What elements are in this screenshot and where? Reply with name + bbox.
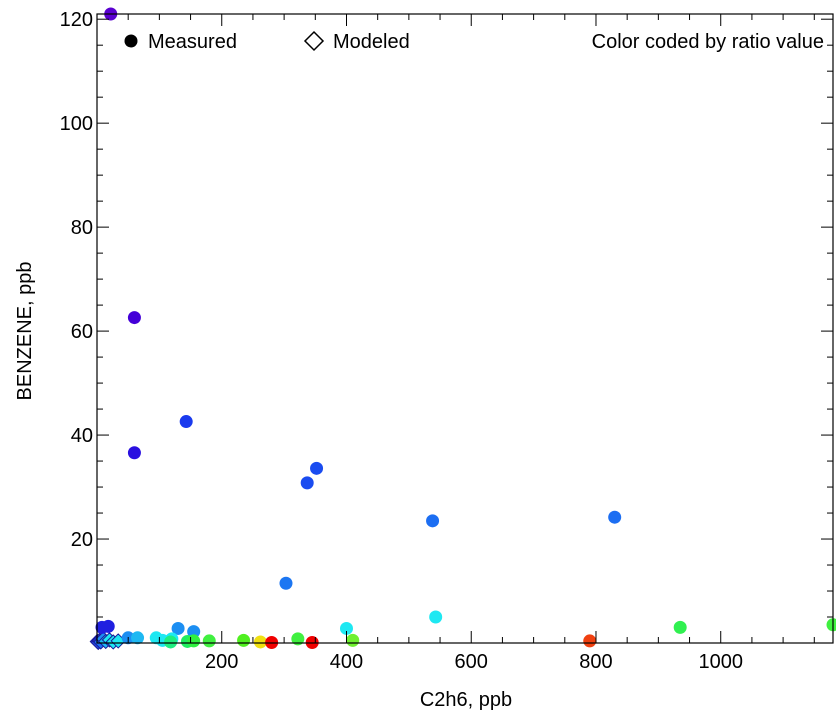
measured-point: [673, 620, 687, 634]
y-tick-label: 120: [60, 9, 93, 31]
x-tick-label: 200: [205, 651, 238, 673]
measured-point: [187, 625, 201, 639]
measured-point: [101, 619, 115, 633]
y-tick-label: 20: [71, 529, 93, 551]
x-tick-label: 1000: [698, 651, 743, 673]
x-tick-label: 400: [330, 651, 363, 673]
legend-modeled-label: Modeled: [333, 31, 410, 53]
measured-point: [237, 633, 251, 647]
plot-frame: [96, 13, 834, 644]
measured-point: [346, 633, 360, 647]
measured-point: [429, 610, 443, 624]
measured-point: [310, 461, 324, 475]
measured-point: [291, 632, 305, 646]
x-tick-label: 800: [579, 651, 612, 673]
measured-point: [202, 634, 216, 648]
measured-point: [187, 634, 201, 648]
measured-point: [826, 618, 836, 632]
measured-point: [300, 476, 314, 490]
measured-point: [426, 514, 440, 528]
measured-point: [127, 311, 141, 325]
measured-point: [583, 634, 597, 648]
measured-point: [164, 635, 178, 649]
y-tick-label: 100: [60, 113, 93, 135]
measured-point: [179, 415, 193, 429]
legend-modeled-marker: [303, 30, 325, 52]
measured-point: [127, 446, 141, 460]
y-tick-label: 80: [71, 217, 93, 239]
measured-point: [253, 635, 267, 649]
measured-point: [279, 576, 293, 590]
legend: Measured Modeled Color coded by ratio va…: [124, 30, 824, 53]
legend-note: Color coded by ratio value: [592, 31, 824, 53]
data-points: [89, 7, 836, 651]
legend-measured-label: Measured: [148, 31, 237, 53]
measured-point: [131, 631, 145, 645]
measured-point: [608, 510, 622, 524]
x-tick-label: 600: [455, 651, 488, 673]
measured-point: [339, 621, 353, 635]
legend-measured-marker: [124, 34, 138, 48]
y-tick-label: 60: [71, 321, 93, 343]
axis-ticks: 200 400 600 800 1000 20 40 60 80 100 120: [60, 9, 833, 673]
y-axis-title: BENZENE, ppb: [14, 262, 36, 401]
x-axis-title: C2h6, ppb: [420, 689, 512, 711]
y-tick-label: 40: [71, 425, 93, 447]
measured-point: [171, 621, 185, 635]
